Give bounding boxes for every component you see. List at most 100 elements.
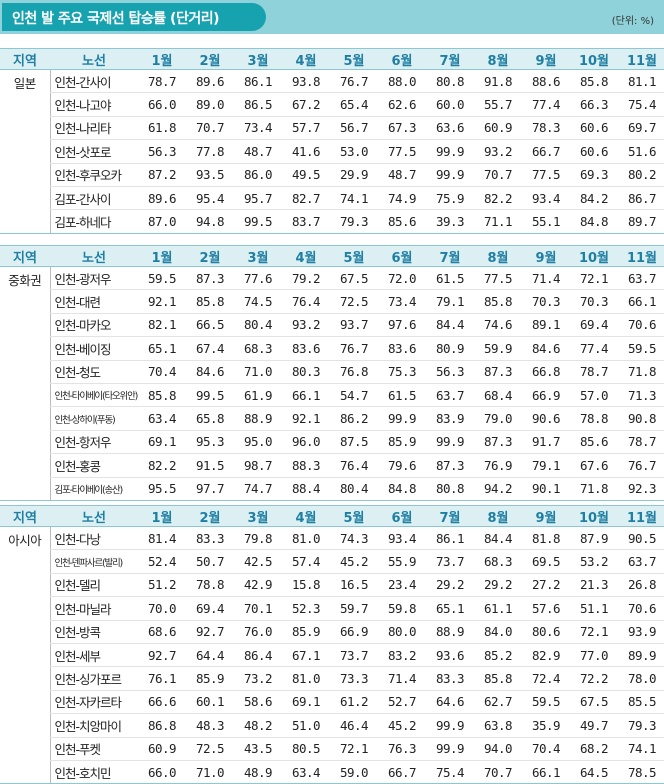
table-row: 인천-마카오 82.1 66.5 80.4 93.2 93.7 97.6 84.4 74.6 89… — [0, 313, 664, 338]
value-cell: 66.7 — [378, 760, 426, 784]
value-cell: 76.7 — [618, 453, 664, 478]
value-cell: 59.5 — [138, 266, 186, 291]
value-cell: 96.0 — [282, 430, 330, 455]
value-cell: 63.4 — [138, 406, 186, 431]
value-cell: 93.2 — [282, 313, 330, 338]
value-cell: 65.1 — [426, 596, 474, 621]
value-cell: 99.9 — [426, 163, 474, 187]
header-row: 지역 노선 1월 2월 3월 4월 5월 6월 7월 8월 9월 10월 11월 — [0, 245, 664, 267]
value-cell: 77.5 — [378, 139, 426, 164]
table-row: 인천-델리 51.2 78.8 42.9 15.8 16.5 23.4 29.2 29.2 27.… — [0, 573, 664, 598]
value-cell: 66.8 — [522, 360, 570, 384]
value-cell: 77.4 — [570, 336, 618, 361]
value-cell: 70.4 — [522, 737, 570, 761]
value-cell: 72.4 — [522, 666, 570, 691]
value-cell: 85.6 — [378, 209, 426, 234]
value-cell: 79.3 — [330, 209, 378, 234]
table-row: 인천-방콕 68.6 92.7 76.0 85.9 66.9 80.0 88.9 84.0 80.… — [0, 620, 664, 644]
header-month: 8월 — [474, 245, 522, 267]
value-cell: 79.6 — [378, 453, 426, 478]
value-cell: 53.2 — [570, 549, 618, 574]
value-cell: 74.1 — [618, 737, 664, 761]
value-cell: 72.1 — [570, 620, 618, 644]
value-cell: 87.9 — [570, 526, 618, 551]
value-cell: 78.7 — [138, 69, 186, 94]
route-label: 인천-상하이(푸동) — [49, 406, 138, 431]
value-cell: 57.6 — [522, 596, 570, 621]
value-cell: 78.8 — [186, 573, 234, 598]
header-month: 8월 — [474, 48, 522, 70]
value-cell: 68.3 — [474, 549, 522, 574]
value-cell: 90.6 — [522, 406, 570, 431]
value-cell: 80.4 — [330, 477, 378, 501]
header-month: 7월 — [426, 48, 474, 70]
route-label: 김포-간사이 — [49, 186, 138, 211]
value-cell: 51.0 — [282, 713, 330, 738]
route-label: 인천-마카오 — [49, 313, 138, 338]
value-cell: 63.7 — [426, 383, 474, 408]
value-cell: 92.7 — [138, 643, 186, 668]
value-cell: 72.2 — [570, 666, 618, 691]
value-cell: 71.1 — [474, 209, 522, 234]
value-cell: 72.1 — [330, 737, 378, 761]
value-cell: 83.3 — [426, 666, 474, 691]
table-row: 일본 인천-간사이 78.7 89.6 86.1 93.8 76.7 88.0 80.8 91.8… — [0, 69, 664, 234]
value-cell: 79.0 — [474, 406, 522, 431]
value-cell: 99.5 — [234, 209, 282, 234]
value-cell: 86.0 — [234, 163, 282, 187]
header-month: 4월 — [282, 48, 330, 70]
value-cell: 89.9 — [618, 643, 664, 668]
value-cell: 75.4 — [426, 760, 474, 784]
value-cell: 95.0 — [234, 430, 282, 455]
table-row: 인천-호치민 66.0 71.0 48.9 63.4 59.0 66.7 75.4 70.7 66… — [0, 760, 664, 784]
route-label: 인천-다낭 — [49, 526, 138, 551]
header-month: 9월 — [522, 505, 570, 527]
value-cell: 84.8 — [570, 209, 618, 234]
value-cell: 89.6 — [186, 69, 234, 94]
route-label: 김포-하네다 — [49, 209, 138, 234]
route-label: 인천-호치민 — [49, 760, 138, 784]
value-cell: 57.0 — [570, 383, 618, 408]
value-cell: 73.4 — [378, 289, 426, 314]
table-row: 인천-덴파사르(발리) 52.4 50.7 42.5 57.4 45.2 55.9 73.7 6… — [0, 549, 664, 574]
value-cell: 60.9 — [138, 737, 186, 761]
header-month: 1월 — [138, 48, 186, 70]
value-cell: 59.8 — [378, 596, 426, 621]
value-cell: 66.0 — [138, 92, 186, 117]
value-cell: 72.5 — [330, 289, 378, 314]
value-cell: 55.1 — [522, 209, 570, 234]
value-cell: 63.7 — [618, 266, 664, 291]
value-cell: 69.4 — [186, 596, 234, 621]
value-cell: 71.8 — [570, 477, 618, 501]
value-cell: 66.3 — [570, 92, 618, 117]
table-row: 아시아 인천-다낭 81.4 83.3 79.8 81.0 74.3 93.4 86.1 84.4… — [0, 526, 664, 784]
value-cell: 91.7 — [522, 430, 570, 455]
value-cell: 78.7 — [618, 430, 664, 455]
value-cell: 80.3 — [282, 360, 330, 384]
value-cell: 95.4 — [186, 186, 234, 211]
value-cell: 89.7 — [618, 209, 664, 234]
value-cell: 79.3 — [618, 713, 664, 738]
table-row: 인천-청도 70.4 84.6 71.0 80.3 76.8 75.3 56.3 87.3 66.… — [0, 360, 664, 384]
value-cell: 55.7 — [474, 92, 522, 117]
value-cell: 70.7 — [474, 163, 522, 187]
route-label: 인천-후쿠오카 — [49, 163, 138, 187]
value-cell: 99.9 — [426, 139, 474, 164]
value-cell: 76.4 — [330, 453, 378, 478]
value-cell: 52.3 — [282, 596, 330, 621]
value-cell: 91.5 — [186, 453, 234, 478]
header-month: 7월 — [426, 505, 474, 527]
value-cell: 77.8 — [186, 139, 234, 164]
region-label: 중화권 — [0, 266, 50, 501]
value-cell: 45.2 — [378, 713, 426, 738]
value-cell: 56.3 — [426, 360, 474, 384]
value-cell: 83.6 — [378, 336, 426, 361]
value-cell: 63.6 — [426, 116, 474, 141]
header-month: 2월 — [186, 48, 234, 70]
value-cell: 69.1 — [138, 430, 186, 455]
route-label: 인천-방콕 — [49, 620, 138, 644]
value-cell: 66.6 — [138, 690, 186, 715]
section-table: 지역 노선 1월 2월 3월 4월 5월 6월 7월 8월 9월 10월 11월 아시아 인천-다낭 81.4… — [0, 505, 664, 784]
value-cell: 78.8 — [570, 406, 618, 431]
value-cell: 42.5 — [234, 549, 282, 574]
